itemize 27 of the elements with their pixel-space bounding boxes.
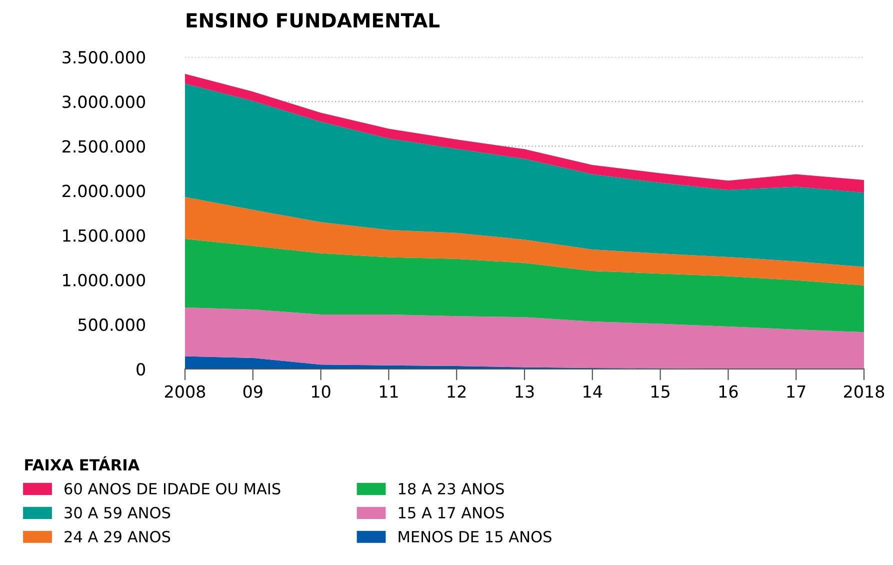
legend-label: 18 A 23 ANOS [398, 482, 504, 495]
y-tick-label: 3.000.000 [62, 96, 146, 108]
x-tick-label: 11 [380, 385, 398, 398]
x-tick-label: 09 [243, 385, 262, 398]
legend-label: 24 A 29 ANOS [64, 530, 170, 542]
y-tick-label: 500.000 [78, 318, 146, 331]
legend-label: 15 A 17 ANOS [398, 506, 504, 518]
y-tick-label: 2.500.000 [62, 140, 146, 153]
legend-label: MENOS DE 15 ANOS [398, 530, 552, 542]
x-tick-label: 2008 [165, 385, 206, 398]
y-tick-label: 3.500.000 [62, 50, 146, 64]
y-tick-label: 2.000.000 [62, 184, 146, 198]
x-tick-label: 13 [516, 385, 534, 398]
x-tick-label: 10 [312, 385, 330, 398]
x-tick-label: 2018 [844, 385, 884, 398]
legend-label: 30 A 59 ANOS [64, 506, 170, 518]
y-tick-label: 1.500.000 [63, 229, 146, 242]
x-tick-label: 17 [787, 385, 806, 398]
chart-title: ENSINO FUNDAMENTAL [186, 12, 440, 28]
legend-label: 60 ANOS DE IDADE OU MAIS [64, 482, 280, 495]
x-tick-label: 14 [584, 385, 602, 398]
legend-title: FAIXA ETÁRIA [25, 456, 140, 470]
x-tick-label: 16 [719, 385, 738, 398]
y-tick-label: 1.000.000 [63, 274, 146, 286]
y-tick-label: 0 [136, 362, 146, 376]
x-tick-label: 12 [448, 385, 466, 398]
x-tick-label: 15 [652, 385, 670, 398]
